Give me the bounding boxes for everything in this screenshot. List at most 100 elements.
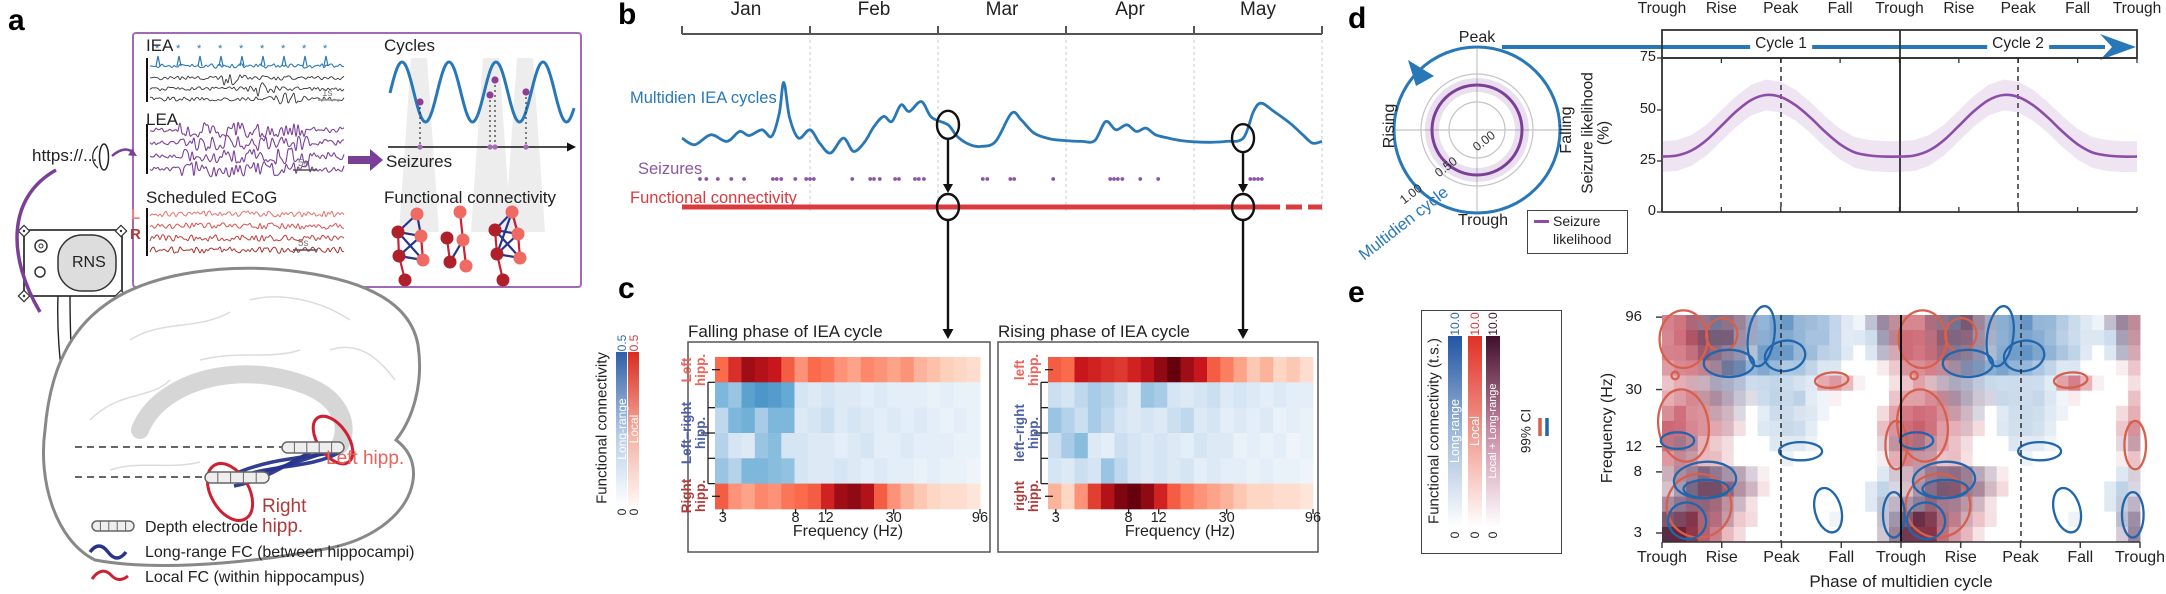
rns-device-label: RNS	[72, 254, 106, 271]
iea-spike-marker: *	[260, 43, 265, 55]
iea-spike-marker: *	[323, 43, 328, 55]
phase-label-d: Peak	[1763, 0, 1799, 17]
phase-label-e: Peak	[1763, 549, 1800, 566]
ytick-label-d: 50	[1639, 101, 1656, 117]
ci-label: 99% CI	[1518, 408, 1534, 454]
freq-tick-label-e: 8	[1633, 462, 1642, 480]
freq-tick-label: 96	[1304, 510, 1322, 526]
heatmap-row-label: Left–right hipp.	[678, 401, 708, 465]
legend-depth-electrode: Depth electrode	[145, 519, 258, 536]
iea-spike-marker: *	[302, 43, 307, 55]
phase-label-d: Fall	[1827, 0, 1853, 17]
heatmap-rising-title: Rising phase of IEA cycle	[998, 322, 1190, 341]
freq-tick-label: 12	[1150, 510, 1167, 526]
freq-tick-label-e: 96	[1625, 308, 1642, 326]
month-label: Feb	[857, 0, 891, 20]
ecog-label: Scheduled ECoG	[146, 188, 278, 207]
phase-label-d: Rise	[1705, 0, 1737, 17]
phase-label-d: Trough	[1875, 0, 1924, 17]
freq-tick-label: 3	[1051, 510, 1060, 526]
lea-label: LEA	[146, 110, 179, 129]
colorbar-max-label: 0.5	[626, 334, 641, 352]
heatmap-row-label: left hipp.	[1011, 353, 1041, 386]
polar-rising-label: Rising	[1381, 103, 1398, 149]
functional-connectivity-label-a: Functional connectivity	[384, 188, 556, 207]
phase-label-e: Trough	[1875, 549, 1927, 566]
month-label: Apr	[1115, 0, 1145, 20]
phase-xlabel-e: Phase of multidien cycle	[1809, 572, 1993, 591]
freq-xlabel-rising: Frequency (Hz)	[1124, 523, 1236, 540]
ytick-label-d: 75	[1639, 49, 1656, 65]
colorbar-title-e: Functional connectivity (t.s.)	[1425, 338, 1443, 524]
seizure-likelihood-swatch	[1534, 220, 1549, 223]
heatmap-row-label: right hipp.	[1011, 480, 1041, 513]
phase-label-d: Trough	[2112, 0, 2162, 17]
colorbar-bar-label-e: Local + Long-range	[1487, 383, 1499, 479]
iea-spike-marker: *	[197, 43, 202, 55]
ytick-label-d: 0	[1647, 203, 1656, 219]
iea-spike-marker: *	[239, 43, 244, 55]
panel-c-label: c	[618, 272, 635, 305]
phase-label-e: Fall	[2067, 549, 2094, 566]
legend-long-range-fc: Long-range FC (between hippocampi)	[145, 544, 415, 561]
phase-label-d: Peak	[2000, 0, 2036, 17]
colorbar-min-label-e: 0	[1468, 531, 1482, 539]
lea-scalebar-label: 5s	[298, 158, 309, 169]
freq-tick-label-e: 12	[1625, 437, 1642, 455]
polar-falling-label: Falling	[1558, 106, 1575, 154]
right-hipp-label-2: hipp.	[262, 516, 304, 537]
freq-tick-label: 8	[1124, 510, 1133, 526]
freq-tick-label: 12	[817, 510, 834, 526]
left-hipp-label: Left hipp.	[326, 448, 405, 469]
phase-label-e: Rise	[1944, 549, 1977, 566]
colorbar-min-label-e: 0	[1448, 531, 1462, 539]
colorbar-max-label-e: 10.0	[1448, 312, 1462, 336]
month-label: Jan	[730, 0, 762, 20]
colorbar-bar-label-e: Long-range	[1448, 399, 1462, 463]
panel-e-label: e	[1348, 276, 1365, 309]
legend-local-fc: Local FC (within hippocampus)	[145, 569, 365, 586]
functional-connectivity-label-b: Functional connectivity	[630, 189, 797, 207]
phase-label-d: Trough	[1637, 0, 1687, 17]
seizure-likelihood-ylabel: Seizure likelihood (%)	[1579, 72, 1613, 194]
panel-a-label: a	[8, 4, 25, 37]
cycle-1-label: Cycle 1	[1750, 35, 1812, 53]
right-hipp-label-1: Right	[262, 496, 307, 517]
cycle-2-label: Cycle 2	[1987, 35, 2049, 53]
freq-tick-label: 30	[1218, 510, 1235, 526]
colorbar-min-label: 0	[626, 508, 641, 516]
ytick-label-d: 25	[1639, 152, 1656, 168]
iea-label: IEA	[146, 36, 174, 55]
seizure-likelihood-legend-2: likelihood	[1553, 231, 1612, 247]
phase-label-d: Fall	[2065, 0, 2091, 17]
cycles-label: Cycles	[384, 36, 436, 55]
freq-tick-label: 96	[971, 510, 989, 526]
fc-colorbar-legend-box	[1421, 310, 1562, 554]
freq-tick-label: 8	[791, 510, 800, 526]
iea-spike-marker: *	[155, 43, 160, 55]
multidien-cycles-label: Multidien IEA cycles	[630, 89, 777, 107]
colorbar-max-label-e: 10.0	[1486, 312, 1500, 336]
seizure-likelihood-legend-1: Seizure	[1553, 213, 1601, 229]
seizure-likelihood-legend-box: Seizure likelihood	[1527, 210, 1628, 254]
iea-spike-marker: *	[281, 43, 286, 55]
phase-label-d: Rise	[1943, 0, 1975, 17]
panel-d-label: d	[1348, 2, 1367, 35]
phase-label-e: Rise	[1705, 549, 1738, 566]
freq-tick-label-e: 30	[1625, 380, 1642, 398]
colorbar-bar-label: Local	[626, 414, 641, 444]
freq-tick-label: 3	[718, 510, 727, 526]
phase-label-e: Trough	[1636, 549, 1688, 566]
seizures-label-b: Seizures	[638, 160, 703, 178]
colorbar-max-label-e: 10.0	[1468, 312, 1482, 336]
ecog-channel-r: R	[130, 226, 141, 243]
seizures-label-a: Seizures	[386, 152, 453, 171]
freq-tick-label: 30	[885, 510, 902, 526]
polar-peak-label: Peak	[1458, 29, 1496, 46]
polar-trough-label: Trough	[1457, 212, 1509, 229]
month-label: May	[1240, 0, 1276, 20]
freq-tick-label-e: 3	[1633, 524, 1642, 541]
colorbar-title-c: Functional connectivity	[593, 352, 611, 504]
